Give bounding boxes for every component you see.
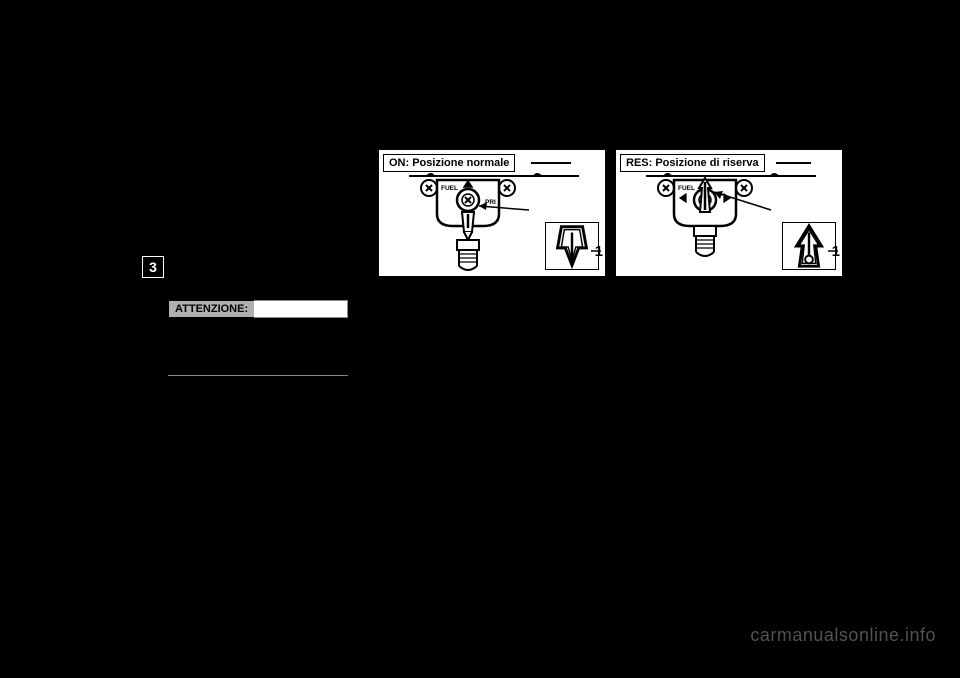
fuel-label-text: FUEL: [441, 185, 458, 192]
arrow-down-icon: [546, 222, 598, 270]
fuel-label-text: FUEL: [678, 185, 695, 192]
figure-res: RES: Posizione di riserva FUEL: [614, 148, 844, 278]
figure-res-title: RES: Posizione di riserva: [620, 154, 765, 172]
attenzione-label: ATTENZIONE:: [168, 300, 254, 318]
figure-res-body: FUEL 1: [616, 170, 842, 276]
chapter-tab: 3: [142, 256, 164, 278]
figure-res-inset: [782, 222, 836, 270]
figure-on-inset: [545, 222, 599, 270]
callout-leader-icon: [828, 248, 842, 254]
figure-on-title-leader: [531, 162, 571, 164]
callout-leader-icon: [591, 248, 605, 254]
attenzione-box: ATTENZIONE:: [168, 300, 348, 318]
attenzione-spacer: [254, 300, 348, 318]
figure-on-body: FUEL PRI 1: [379, 170, 605, 276]
figure-on: ON: Posizione normale FUEL PRI: [377, 148, 607, 278]
figure-on-title: ON: Posizione normale: [383, 154, 515, 172]
figure-res-title-leader: [776, 162, 811, 164]
arrow-up-icon: [783, 222, 835, 270]
watermark: carmanualsonline.info: [750, 625, 936, 646]
attenzione-underline: [168, 375, 348, 376]
